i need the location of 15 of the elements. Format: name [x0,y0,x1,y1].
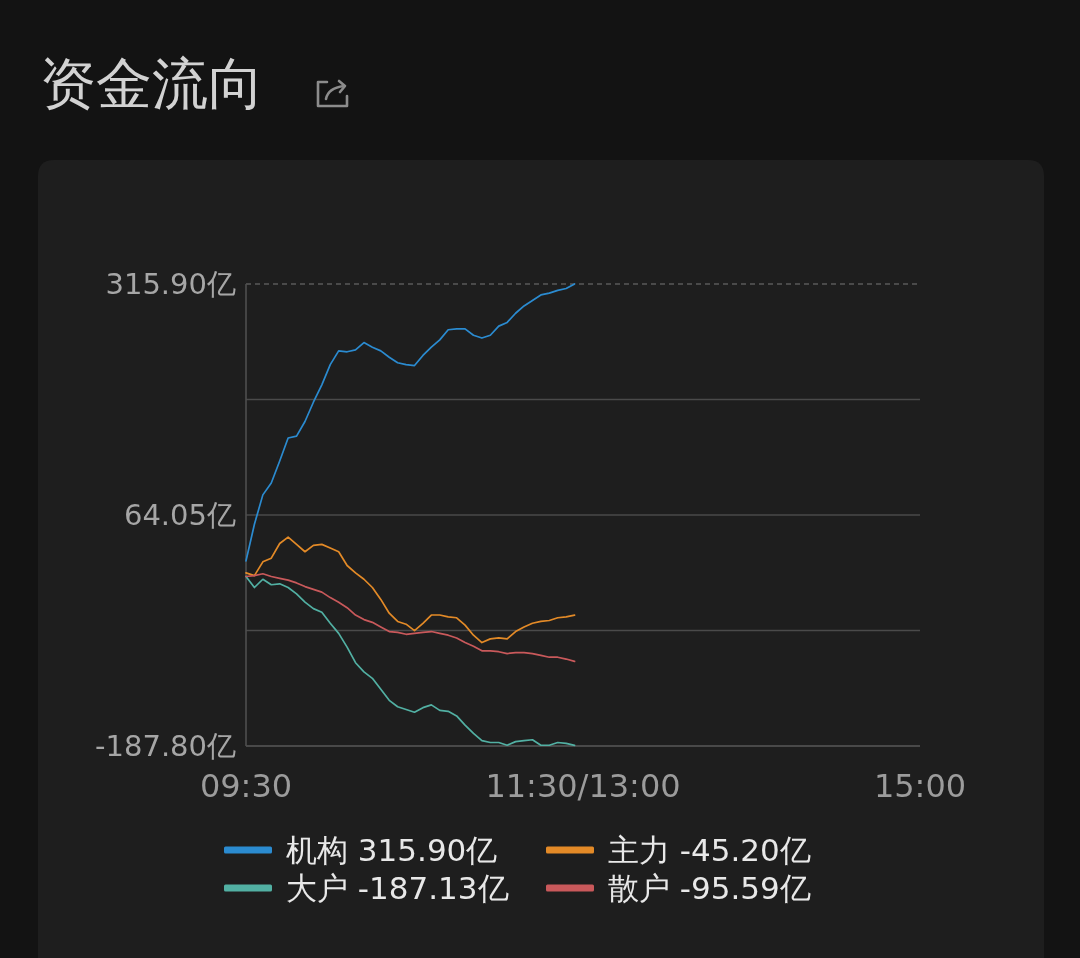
legend-label: 散户 -95.59亿 [608,870,811,906]
x-tick-label: 09:30 [199,767,293,805]
y-tick-label: -187.80亿 [95,729,236,763]
x-tick-label: 15:00 [873,767,967,805]
legend-label: 主力 -45.20亿 [608,832,811,868]
line-series [245,283,576,562]
x-tick-label: 11:30/13:00 [485,767,681,805]
chart-title: 资金流向 [40,51,264,116]
y-tick-label: 64.05亿 [123,498,236,532]
line-series [245,572,576,663]
line-series [245,536,576,644]
legend-label: 机构 315.90亿 [286,832,498,868]
line-series [245,575,576,747]
legend-label: 大户 -187.13亿 [286,870,509,906]
y-tick-label: 315.90亿 [105,267,236,301]
